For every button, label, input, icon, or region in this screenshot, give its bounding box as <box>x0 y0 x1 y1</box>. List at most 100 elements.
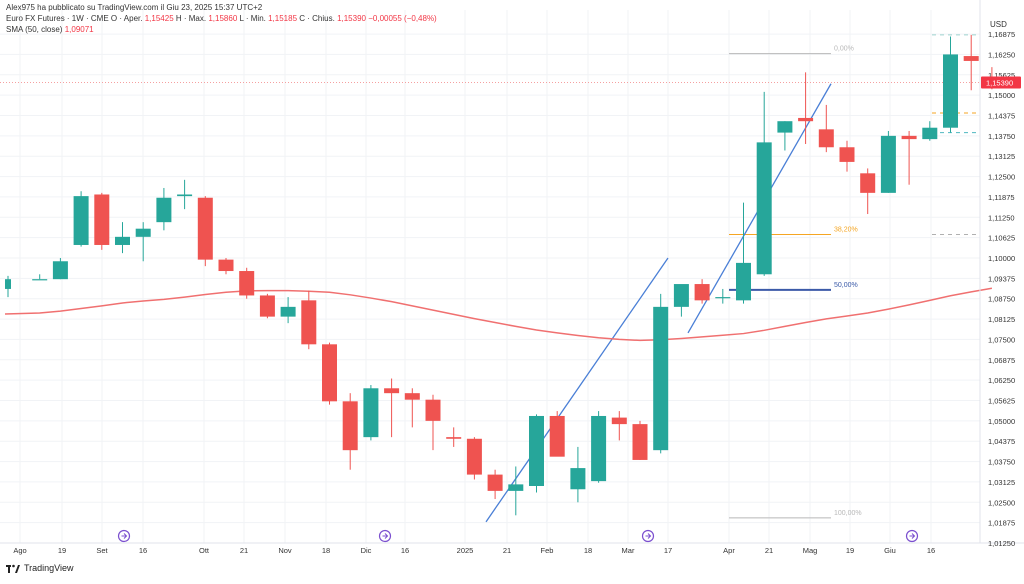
time-axis-label: 21 <box>765 546 773 555</box>
candle-down <box>694 284 710 301</box>
candle-down <box>342 401 358 451</box>
price-axis-tick: 1,06875 <box>988 356 1015 365</box>
price-axis-tick: 1,05625 <box>988 397 1015 406</box>
price-axis-tick: 1,03750 <box>988 458 1015 467</box>
fib-level-label: 38,20% <box>834 227 858 234</box>
sma-legend[interactable]: SMA (50, close) 1,09071 <box>6 25 94 34</box>
fib-level-label: 0,00% <box>834 46 854 53</box>
time-axis-label: 18 <box>584 546 592 555</box>
price-axis-tick: 1,01250 <box>988 539 1015 548</box>
candle-up <box>922 127 938 140</box>
time-axis-label: 19 <box>58 546 66 555</box>
price-axis-tick: 1,07500 <box>988 335 1015 344</box>
candle-down <box>197 197 213 260</box>
candle-up <box>280 306 296 317</box>
candle-down <box>901 135 917 140</box>
price-axis-tick: 1,16875 <box>988 30 1015 39</box>
fib-level-label: 50,00% <box>834 282 858 289</box>
candle-up <box>177 194 193 197</box>
candle-down <box>798 117 814 122</box>
candle-up <box>5 279 11 289</box>
price-axis-tick: 1,06250 <box>988 376 1015 385</box>
price-axis-tick: 1,10000 <box>988 254 1015 263</box>
time-axis-label: 21 <box>240 546 248 555</box>
candle-down <box>301 300 317 345</box>
candle-up <box>756 142 772 275</box>
fib-level-label: 100,00% <box>834 510 862 517</box>
time-axis-label: Ott <box>199 546 210 555</box>
candle-up <box>32 279 48 281</box>
candle-down <box>466 438 482 475</box>
price-axis-tick: 1,08750 <box>988 295 1015 304</box>
candle-up <box>673 284 689 307</box>
time-axis-label: Mar <box>622 546 635 555</box>
candle-up <box>529 415 544 486</box>
candle-down <box>446 437 462 439</box>
trend-line-1 <box>485 257 669 523</box>
candle-down <box>860 173 876 193</box>
last-price-tag-label: 1,15390 <box>986 78 1013 87</box>
time-axis-label: Nov <box>278 546 292 555</box>
time-axis-label: 19 <box>846 546 854 555</box>
event-arrow-icon <box>382 533 389 539</box>
candle-up <box>52 261 68 280</box>
candle-down <box>839 147 855 162</box>
event-arrow-icon <box>909 533 916 539</box>
candle-up <box>508 484 524 491</box>
candle-down <box>487 474 503 491</box>
sma-label[interactable]: SMA (50, close) <box>6 25 63 34</box>
candle-down <box>218 259 234 272</box>
price-axis-tick: 1,13125 <box>988 152 1015 161</box>
sma-50-line <box>4 287 993 342</box>
price-axis-tick: 1,03125 <box>988 478 1015 487</box>
price-axis-tick: 1,09375 <box>988 274 1015 283</box>
candle-down <box>818 129 834 148</box>
candle-down <box>239 271 255 296</box>
tradingview-brand[interactable]: TradingView <box>24 563 74 573</box>
candle-up <box>943 54 958 128</box>
candle-down <box>384 388 400 394</box>
candle-down <box>963 56 979 61</box>
price-axis-tick: 1,15625 <box>988 71 1015 80</box>
symbol-text[interactable]: Euro FX Futures · 1W · CME O · Aper. <box>6 14 143 23</box>
time-axis-label: Set <box>96 546 108 555</box>
candle-down <box>404 393 420 400</box>
candle-down <box>94 194 110 245</box>
time-axis-label: Feb <box>541 546 554 555</box>
candle-up <box>115 236 130 245</box>
candle-up <box>777 121 793 133</box>
time-axis-label: 17 <box>664 546 672 555</box>
low-label: L · Min. <box>239 14 266 23</box>
last-price-tag <box>981 76 1021 89</box>
candle-down <box>322 344 337 402</box>
candle-up <box>653 306 669 451</box>
time-axis-label: Giu <box>884 546 896 555</box>
price-axis-tick: 1,13750 <box>988 132 1015 141</box>
candle-down <box>549 415 565 457</box>
close-label: C · Chius. <box>299 14 335 23</box>
event-arrow-icon <box>645 533 652 539</box>
candle-down <box>632 424 648 460</box>
candle-down <box>425 399 441 421</box>
symbol-legend[interactable]: Euro FX Futures · 1W · CME O · Aper. 1,1… <box>6 14 437 23</box>
price-axis-tick: 1,16250 <box>988 50 1015 59</box>
price-axis-tick: 1,05000 <box>988 417 1015 426</box>
published-line: Alex975 ha pubblicato su TradingView.com… <box>6 3 262 12</box>
candle-up <box>363 388 379 438</box>
candle-up <box>73 196 89 245</box>
price-axis-tick: 1,08125 <box>988 315 1015 324</box>
candle-down <box>259 295 275 317</box>
candle-up <box>880 135 896 193</box>
candle-up <box>736 262 751 301</box>
high-label: H · Max. <box>175 14 207 23</box>
candle-up <box>715 297 731 299</box>
price-axis-tick: 1,11250 <box>988 213 1015 222</box>
time-axis-label: Apr <box>723 546 735 555</box>
time-axis-label: 18 <box>322 546 330 555</box>
time-axis-label: 16 <box>139 546 147 555</box>
sma-value: 1,09071 <box>64 25 94 34</box>
tradingview-footer[interactable]: TradingView <box>6 563 74 573</box>
time-axis-label: 2025 <box>457 546 474 555</box>
